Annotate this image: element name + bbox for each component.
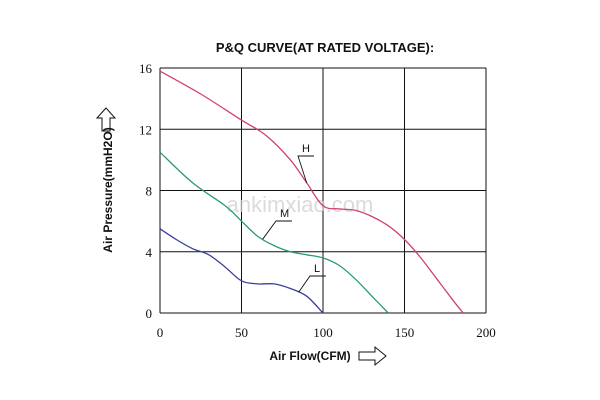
watermark-layer: ankimxiao.com — [227, 192, 374, 217]
series-label-h: H — [302, 143, 310, 155]
chart-title: P&Q CURVE(AT RATED VOLTAGE): — [216, 40, 434, 55]
y-tick-label: 0 — [146, 306, 153, 321]
x-axis-title-group: Air Flow(CFM) — [269, 345, 387, 367]
curves — [159, 70, 464, 314]
series-label-l: L — [314, 263, 320, 275]
y-axis-title: Air Pressure(mmH2O) — [101, 127, 115, 252]
label-leader-h — [297, 155, 314, 183]
series-line-h — [159, 70, 464, 314]
y-tick-label: 8 — [146, 184, 153, 199]
label-leader-l — [298, 275, 326, 293]
x-tick-label: 150 — [395, 325, 415, 340]
x-axis-title: Air Flow(CFM) — [269, 349, 350, 363]
series-label-m: M — [280, 208, 289, 220]
x-tick-label: 200 — [476, 325, 496, 340]
y-tick-label: 16 — [139, 61, 153, 76]
x-tick-label: 50 — [235, 325, 248, 340]
x-tick-label: 0 — [157, 325, 164, 340]
y-tick-label: 4 — [146, 245, 153, 260]
right-arrow-icon — [358, 345, 387, 367]
x-tick-label: 100 — [313, 325, 333, 340]
series-line-l — [159, 228, 324, 314]
y-tick-label: 12 — [139, 122, 152, 137]
up-arrow-icon — [95, 107, 117, 132]
y-axis-title-group: Air Pressure(mmH2O) — [95, 107, 117, 253]
watermark: ankimxiao.com — [227, 192, 374, 217]
tick-labels: 0 50 100 150 200 0 4 8 12 16 — [139, 61, 496, 340]
series-line-m — [159, 151, 389, 314]
curve-labels: H M L — [262, 143, 326, 293]
label-leader-m — [262, 220, 292, 240]
